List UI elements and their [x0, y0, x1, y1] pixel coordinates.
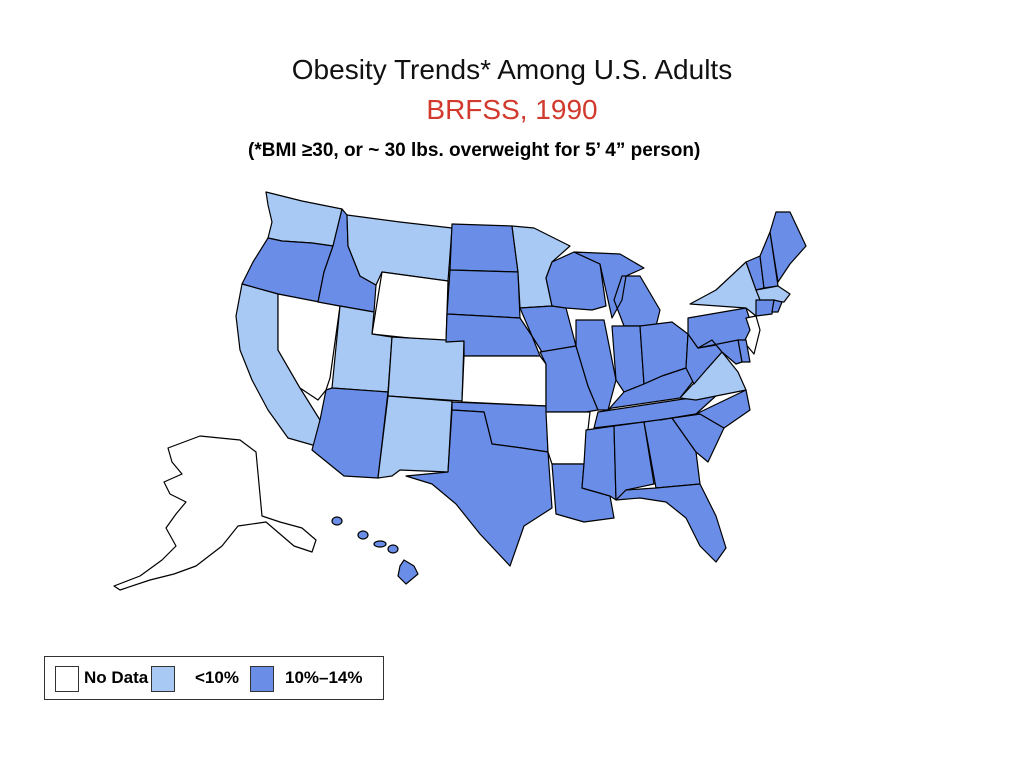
state-al	[613, 421, 655, 501]
legend: No Data <10% 10%–14%	[44, 656, 384, 700]
state-ak	[113, 435, 317, 591]
legend-swatch-no-data	[55, 666, 79, 692]
state-ks	[461, 355, 547, 407]
legend-swatch-lt10	[151, 666, 175, 692]
state-fl	[615, 483, 727, 563]
state-il	[575, 319, 617, 411]
state-wy	[371, 271, 449, 343]
state-hi-oahu	[357, 530, 369, 540]
bmi-footnote: (*BMI ≥30, or ~ 30 lbs. overweight for 5…	[248, 140, 701, 161]
legend-label-no-data: No Data	[84, 668, 149, 687]
map-title: Obesity Trends* Among U.S. Adults	[291, 54, 733, 85]
state-ms	[581, 425, 617, 501]
state-tx	[405, 409, 553, 567]
state-nc	[659, 389, 751, 429]
state-wa	[265, 191, 343, 247]
state-nj	[743, 315, 761, 355]
state-md	[697, 339, 743, 365]
state-me	[769, 211, 807, 283]
map-subtitle: BRFSS, 1990	[426, 94, 598, 125]
state-nd	[449, 223, 519, 273]
state-az	[311, 387, 389, 479]
state-hi-maui	[387, 544, 399, 554]
state-nm	[377, 395, 453, 479]
state-in	[611, 325, 645, 393]
state-co	[387, 336, 465, 402]
state-ma	[755, 285, 791, 303]
state-ri	[771, 299, 783, 313]
state-hi-big-island	[397, 559, 419, 585]
state-hi-molokai	[373, 540, 387, 548]
state-ct	[755, 299, 775, 317]
legend-label-lt10: <10%	[195, 668, 239, 687]
legend-label-10-14: 10%–14%	[285, 668, 363, 687]
legend-swatch-10-14	[250, 666, 274, 692]
state-hi-kauai	[331, 516, 343, 526]
state-ar	[545, 411, 591, 465]
state-sd	[446, 269, 521, 319]
